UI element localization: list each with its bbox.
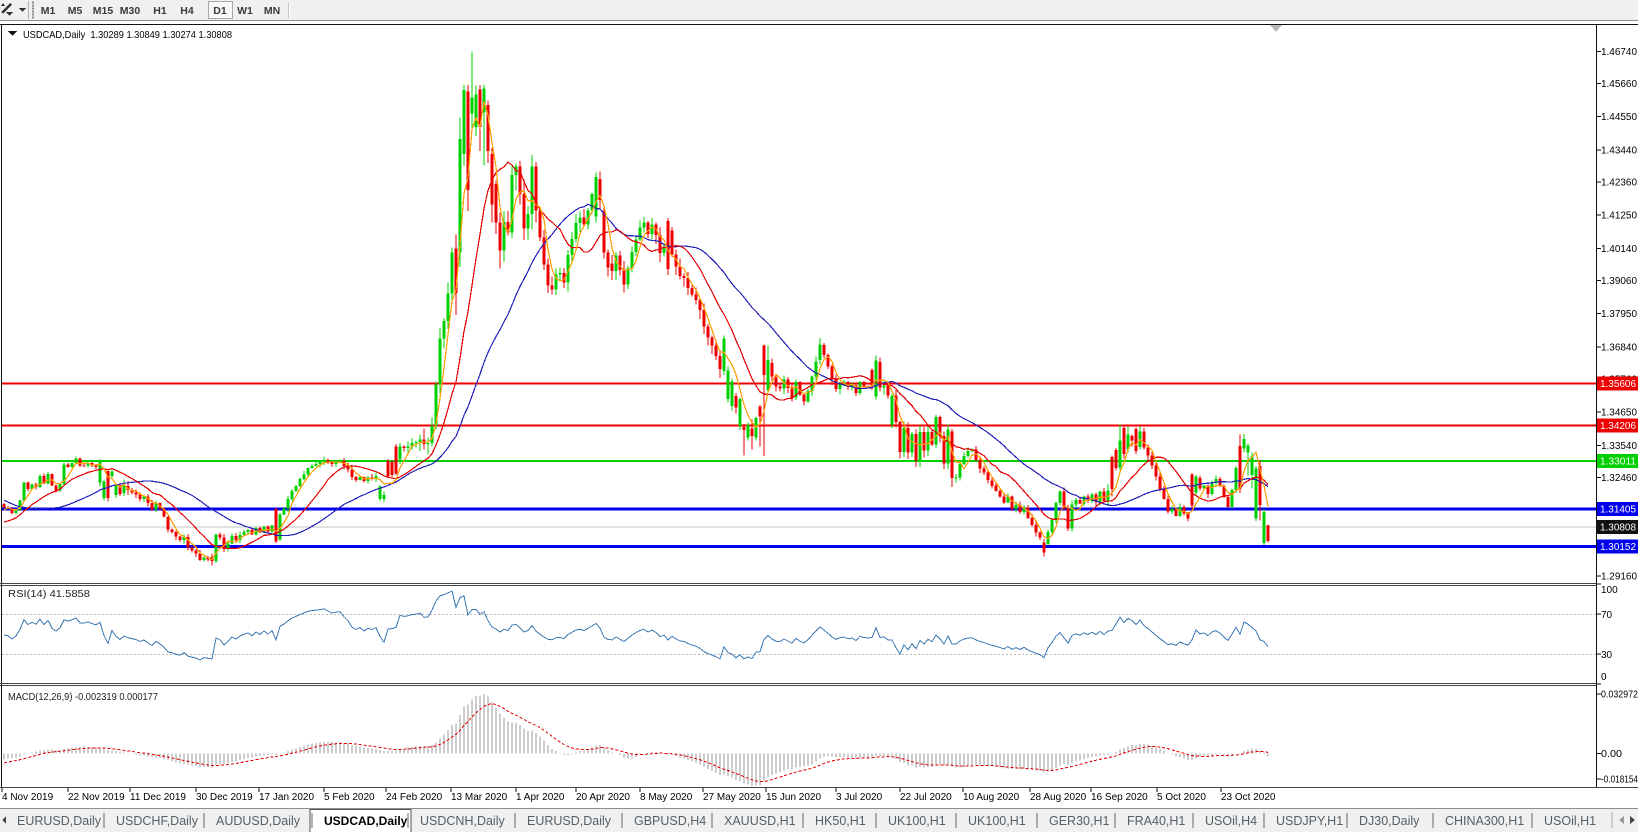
svg-text:M5: M5 [68,5,83,17]
svg-text:5 Oct 2020: 5 Oct 2020 [1157,792,1206,803]
svg-text:22 Jul 2020: 22 Jul 2020 [900,792,952,803]
svg-text:3 Jul 2020: 3 Jul 2020 [836,792,883,803]
svg-text:1.33011: 1.33011 [1600,457,1636,468]
svg-text:USDCAD,Daily 1.30289 1.30849: USDCAD,Daily 1.30289 1.30849 1.30274 1.3… [23,29,232,41]
svg-text:70: 70 [1601,610,1613,621]
svg-text:20 Apr 2020: 20 Apr 2020 [576,792,630,803]
svg-text:13 Mar 2020: 13 Mar 2020 [451,792,508,803]
svg-text:XAUUSD,H1: XAUUSD,H1 [724,814,796,828]
svg-text:100: 100 [1601,585,1618,596]
svg-text:28 Aug 2020: 28 Aug 2020 [1030,792,1087,803]
svg-text:EURUSD,Daily: EURUSD,Daily [527,814,612,828]
svg-text:H1: H1 [153,5,167,17]
svg-text:1.34206: 1.34206 [1600,421,1636,432]
svg-text:1.42360: 1.42360 [1601,178,1637,189]
svg-text:1.33540: 1.33540 [1601,441,1637,452]
svg-text:30 Dec 2019: 30 Dec 2019 [196,792,253,803]
svg-text:0: 0 [1601,672,1607,683]
svg-text:MN: MN [264,5,280,17]
svg-text:D1: D1 [213,5,227,17]
svg-text:USDCHF,Daily: USDCHF,Daily [116,814,199,828]
svg-text:1.41250: 1.41250 [1601,211,1637,222]
svg-text:HK50,H1: HK50,H1 [815,814,866,828]
svg-text:1.40140: 1.40140 [1601,244,1637,255]
svg-text:CHINA300,H1: CHINA300,H1 [1445,814,1524,828]
svg-text:17 Jan 2020: 17 Jan 2020 [259,792,314,803]
svg-text:M30: M30 [120,5,141,17]
svg-text:5 Feb 2020: 5 Feb 2020 [324,792,375,803]
svg-text:8 May 2020: 8 May 2020 [640,792,693,803]
svg-text:DJ30,Daily: DJ30,Daily [1359,814,1420,828]
svg-text:M15: M15 [93,5,114,17]
svg-text:USOil,H4: USOil,H4 [1205,814,1257,828]
svg-text:16 Sep 2020: 16 Sep 2020 [1091,792,1148,803]
svg-text:UK100,H1: UK100,H1 [888,814,946,828]
svg-text:1.37950: 1.37950 [1601,309,1637,320]
svg-text:USDCAD,Daily: USDCAD,Daily [324,814,408,828]
svg-text:1.39060: 1.39060 [1601,276,1637,287]
svg-text:USDJPY,H1: USDJPY,H1 [1276,814,1343,828]
svg-text:M1: M1 [41,5,56,17]
svg-text:0.032972: 0.032972 [1601,690,1638,701]
svg-text:1.35606: 1.35606 [1600,379,1636,390]
svg-text:1.29160: 1.29160 [1601,572,1637,583]
svg-text:1.32460: 1.32460 [1601,473,1637,484]
svg-text:24 Feb 2020: 24 Feb 2020 [386,792,443,803]
svg-text:AUDUSD,Daily: AUDUSD,Daily [216,814,301,828]
svg-text:W1: W1 [237,5,253,17]
svg-text:11 Dec 2019: 11 Dec 2019 [130,792,186,803]
svg-text:EURUSD,Daily: EURUSD,Daily [17,814,102,828]
svg-text:GER30,H1: GER30,H1 [1049,814,1109,828]
svg-text:GBPUSD,H4: GBPUSD,H4 [634,814,706,828]
svg-text:30: 30 [1601,650,1613,661]
svg-text:4 Nov 2019: 4 Nov 2019 [2,792,54,803]
svg-text:USOil,H1: USOil,H1 [1544,814,1596,828]
svg-text:H4: H4 [180,5,194,17]
svg-text:1 Apr 2020: 1 Apr 2020 [516,792,565,803]
svg-text:1.45660: 1.45660 [1601,79,1637,90]
svg-text:1.44550: 1.44550 [1601,112,1637,123]
svg-text:RSI(14) 41.5858: RSI(14) 41.5858 [8,588,90,600]
svg-text:1.36840: 1.36840 [1601,342,1637,353]
svg-text:1.30808: 1.30808 [1600,522,1636,533]
svg-text:1.31405: 1.31405 [1600,505,1636,516]
svg-text:22 Nov 2019: 22 Nov 2019 [68,792,125,803]
svg-text:1.34650: 1.34650 [1601,408,1637,419]
svg-text:1.43440: 1.43440 [1601,145,1637,156]
svg-text:1.46740: 1.46740 [1601,47,1637,58]
svg-text:MACD(12,26,9) -0.002319 0.0001: MACD(12,26,9) -0.002319 0.000177 [8,691,158,703]
svg-text:0.00: 0.00 [1601,749,1622,760]
svg-text:23 Oct 2020: 23 Oct 2020 [1221,792,1276,803]
svg-text:UK100,H1: UK100,H1 [968,814,1026,828]
svg-text:15 Jun 2020: 15 Jun 2020 [766,792,821,803]
svg-text:FRA40,H1: FRA40,H1 [1127,814,1185,828]
svg-text:10 Aug 2020: 10 Aug 2020 [963,792,1020,803]
svg-text:USDCNH,Daily: USDCNH,Daily [420,814,505,828]
svg-text:-0.018154: -0.018154 [1601,775,1638,786]
svg-text:1.30152: 1.30152 [1600,542,1636,553]
svg-text:27 May 2020: 27 May 2020 [703,792,761,803]
